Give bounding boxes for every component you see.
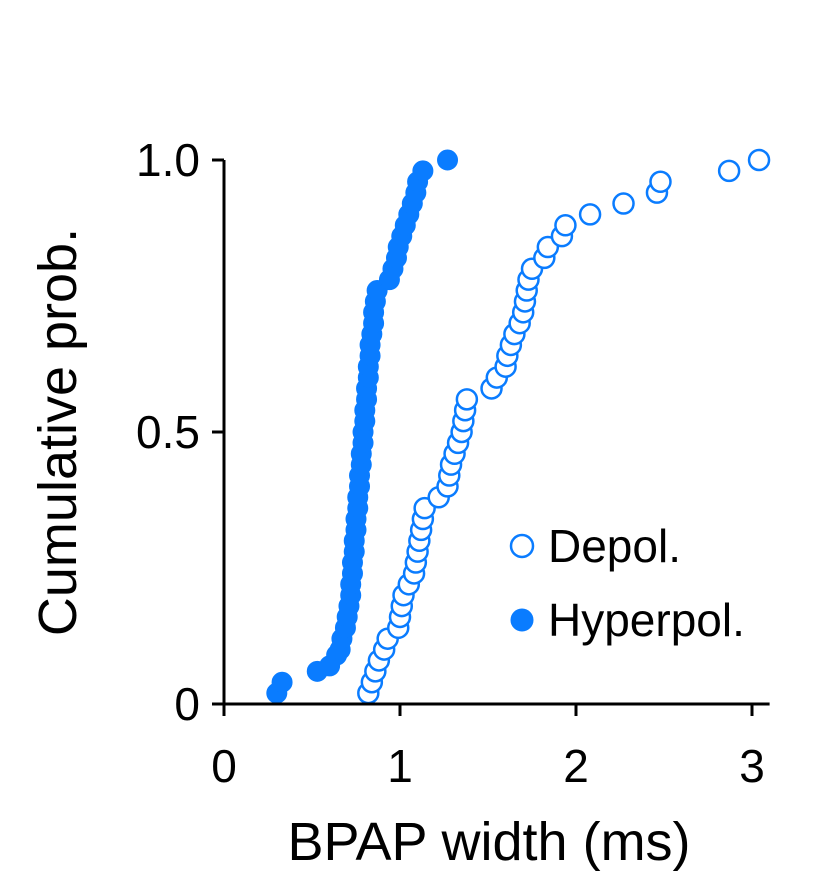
hyperpol-point — [271, 671, 293, 693]
y-axis-ticks: 0 0.5 1.0 — [136, 134, 224, 730]
y-tick-label: 1.0 — [136, 134, 200, 186]
y-tick-label: 0.5 — [136, 406, 200, 458]
hyperpol-point — [437, 149, 459, 171]
series-depol — [357, 148, 771, 705]
depol-point — [455, 388, 479, 411]
legend: Depol. Hyperpol. — [509, 520, 745, 646]
axes: 0 0.5 1.0 0 1 2 3 — [136, 134, 770, 792]
depol-point — [649, 170, 672, 194]
depol-point — [554, 214, 577, 237]
x-tick-label: 1 — [387, 740, 413, 792]
x-tick-label: 0 — [211, 740, 237, 792]
depol-point — [612, 192, 635, 215]
x-axis-ticks: 0 1 2 3 — [211, 704, 765, 792]
legend-marker-hyperpol — [510, 608, 534, 632]
depol-point — [717, 159, 741, 183]
x-tick-label: 3 — [739, 740, 765, 792]
x-tick-label: 2 — [563, 740, 589, 792]
legend-marker-depol — [509, 533, 535, 559]
depol-point — [747, 148, 771, 172]
x-axis-title: BPAP width (ms) — [287, 812, 690, 872]
legend-label-hyperpol: Hyperpol. — [548, 594, 745, 646]
series-hyperpol — [266, 149, 459, 704]
y-tick-label: 0 — [174, 678, 200, 730]
y-axis-title: Cumulative prob. — [28, 228, 88, 636]
depol-point — [578, 203, 602, 226]
plot-points — [266, 148, 771, 705]
hyperpol-point — [412, 160, 434, 182]
legend-label-depol: Depol. — [548, 520, 681, 572]
